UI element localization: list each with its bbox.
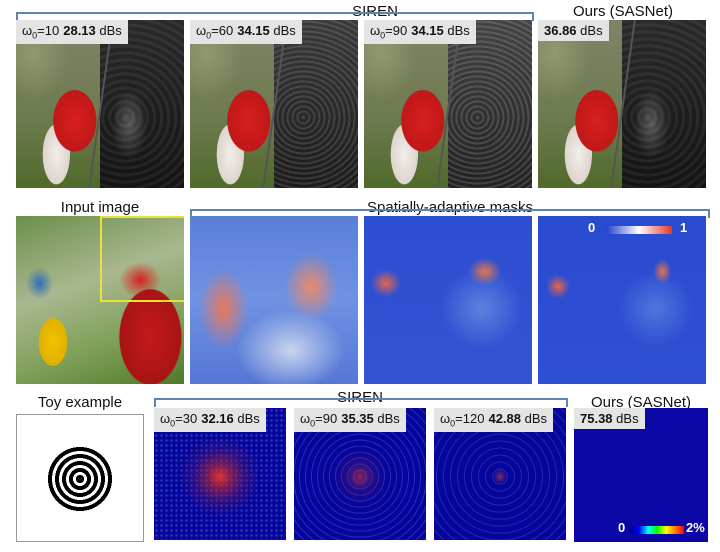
input-image-header: Input image	[60, 199, 140, 216]
input-image	[16, 216, 184, 384]
error-colorbar-max: 2%	[686, 520, 705, 535]
error-colorbar	[630, 526, 684, 534]
mask-panel-3: 0 1	[538, 216, 706, 384]
psnr-label: ω0=30 32.16 dBs	[154, 408, 266, 432]
psnr-label: ω0=90 34.15 dBs	[364, 20, 476, 44]
toy-example-header: Toy example	[37, 394, 123, 411]
siren-omega90-error: ω0=90 35.35 dBs	[294, 408, 426, 540]
psnr-label: ω0=10 28.13 dBs	[16, 20, 128, 44]
psnr-label: ω0=90 35.35 dBs	[294, 408, 406, 432]
sasnet-panel: 36.86 dBs	[538, 20, 706, 188]
error-colorbar-min: 0	[618, 520, 626, 535]
masks-header: Spatially-adaptive masks	[340, 199, 560, 216]
siren-top-bracket	[16, 12, 534, 21]
siren-bottom-header: SIREN	[337, 389, 383, 406]
mask-panel-1	[190, 216, 358, 384]
ours-top-header: Ours (SASNet)	[572, 3, 674, 20]
ours-bottom-header: Ours (SASNet)	[590, 394, 692, 411]
siren-top-header: SIREN	[352, 3, 398, 20]
masks-bracket	[190, 209, 710, 218]
siren-omega30-error: ω0=30 32.16 dBs	[154, 408, 286, 540]
mask-colorbar-min: 0	[588, 220, 596, 235]
siren-omega120-error: ω0=120 42.88 dBs	[434, 408, 566, 540]
siren-omega60-panel: ω0=60 34.15 dBs	[190, 20, 358, 188]
mask-colorbar	[606, 226, 672, 234]
siren-omega10-panel: ω0=10 28.13 dBs	[16, 20, 184, 188]
siren-omega90-panel: ω0=90 34.15 dBs	[364, 20, 532, 188]
psnr-label: 75.38 dBs	[574, 408, 645, 429]
siren-bottom-bracket	[154, 398, 568, 407]
concentric-rings	[47, 446, 113, 512]
psnr-label: ω0=60 34.15 dBs	[190, 20, 302, 44]
psnr-label: ω0=120 42.88 dBs	[434, 408, 554, 432]
zoom-box	[100, 216, 184, 302]
mask-colorbar-max: 1	[680, 220, 688, 235]
sasnet-error: 75.38 dBs 0 2%	[574, 408, 708, 542]
psnr-label: 36.86 dBs	[538, 20, 609, 41]
mask-panel-2	[364, 216, 532, 384]
toy-input-panel	[16, 414, 144, 542]
